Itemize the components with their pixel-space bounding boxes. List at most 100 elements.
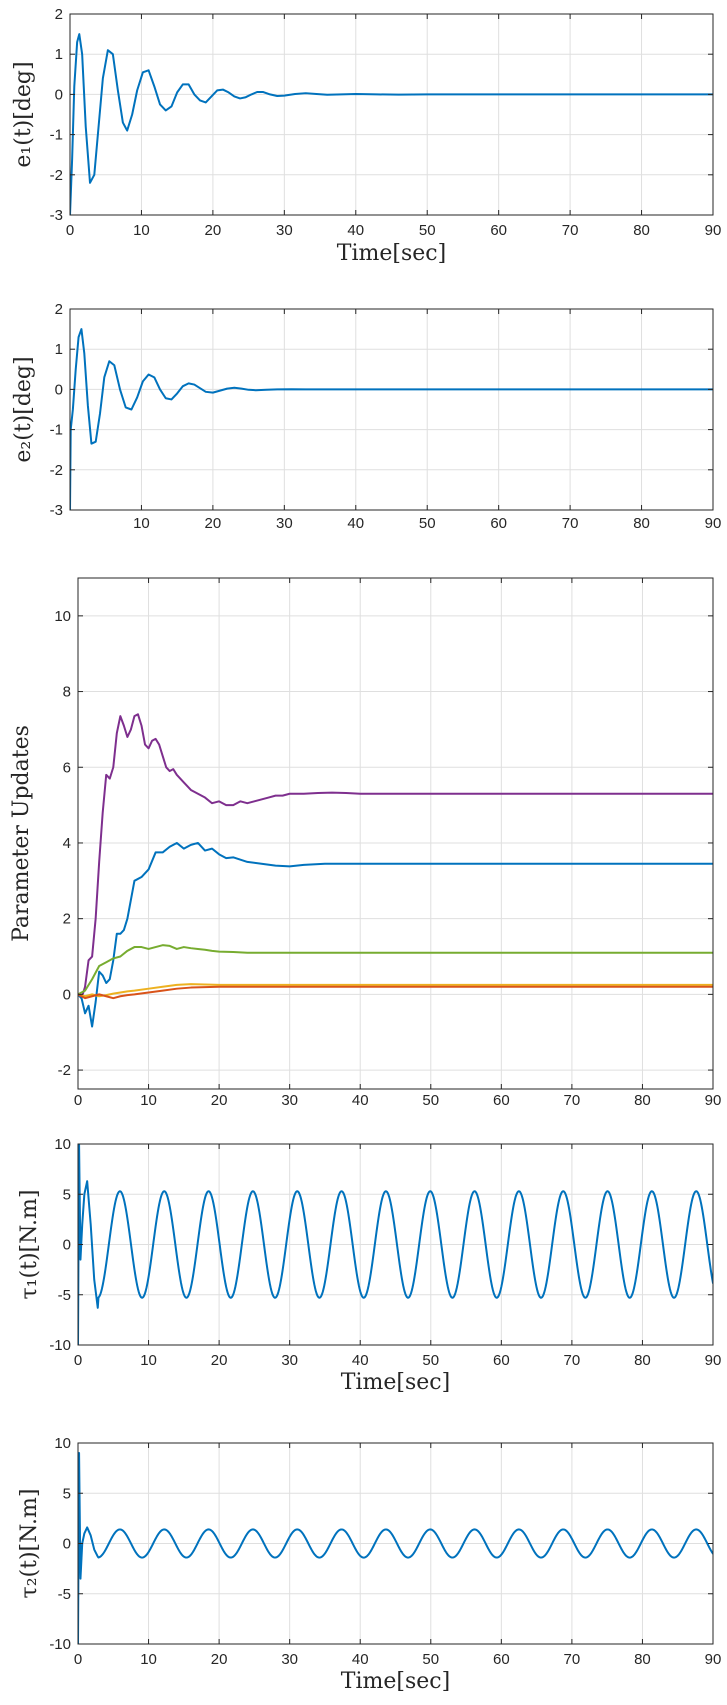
plot-frame — [69, 13, 714, 216]
x-tick-label: 70 — [564, 1651, 581, 1668]
y-tick-label: 5 — [63, 1186, 71, 1203]
subplot-e2: 10 20 30 40 50 60 70 80 90 -3 -2 -1 0 1 2 e₂(t)[deg] — [11, 301, 721, 532]
series-line-3 — [78, 944, 713, 996]
y-tick-label: 2 — [55, 301, 63, 318]
x-tick-label: 20 — [211, 1352, 228, 1369]
y-tick-label: -2 — [50, 462, 63, 479]
x-tick-label: 90 — [705, 515, 722, 532]
x-tick-label: 40 — [352, 1092, 369, 1109]
y-tick-label: 2 — [55, 6, 63, 23]
y-tick-label: 0 — [63, 1237, 71, 1254]
y-tick-label: 1 — [55, 341, 63, 358]
series-line-1 — [70, 328, 713, 510]
plot-frame — [77, 577, 714, 1090]
subplot-tau2: 0 10 20 30 40 50 60 70 80 90 -10 -5 0 5 10 Time[sec] τ₂(… — [17, 1435, 721, 1694]
x-tick-label: 40 — [352, 1651, 369, 1668]
y-tick-label: 8 — [63, 684, 71, 701]
x-tick-label: 90 — [705, 1352, 722, 1369]
x-tick-label: 60 — [493, 1092, 510, 1109]
x-tick-label: 60 — [493, 1352, 510, 1369]
y-tick-label: -3 — [50, 502, 63, 519]
x-tick-label: 20 — [211, 1651, 228, 1668]
y-tick-label: 10 — [54, 608, 71, 625]
y-axis-label: e₂(t)[deg] — [11, 356, 36, 462]
y-tick-label: 2 — [63, 911, 71, 928]
x-tick-label: 50 — [422, 1651, 439, 1668]
x-tick-label: 40 — [352, 1352, 369, 1369]
x-tick-label: 30 — [281, 1651, 298, 1668]
series-line-1 — [78, 1144, 713, 1345]
y-tick-label: -10 — [49, 1337, 71, 1354]
x-tick-label: 20 — [205, 515, 222, 532]
x-tick-label: 0 — [66, 222, 74, 239]
x-axis-label: Time[sec] — [341, 1669, 450, 1694]
series-line-2 — [78, 841, 713, 1028]
x-tick-label: 60 — [490, 222, 507, 239]
y-tick-label: 0 — [63, 1536, 71, 1553]
x-tick-label: 80 — [633, 222, 650, 239]
x-tick-label: 20 — [211, 1092, 228, 1109]
x-axis-label: Time[sec] — [341, 1370, 450, 1395]
subplot-tau1: 0 10 20 30 40 50 60 70 80 90 -10 -5 0 5 10 Time[sec] τ₁(… — [17, 1136, 721, 1395]
x-tick-label: 10 — [133, 222, 150, 239]
y-tick-label: -1 — [50, 422, 63, 439]
x-tick-label: 40 — [347, 222, 364, 239]
y-axis-label: τ₂(t)[N.m] — [17, 1489, 42, 1599]
x-tick-label: 30 — [281, 1092, 298, 1109]
series-line-1 — [78, 1452, 713, 1644]
plot-frame — [69, 308, 714, 511]
series-line-1 — [78, 713, 713, 1000]
y-tick-label: -5 — [58, 1586, 71, 1603]
x-tick-label: 60 — [493, 1651, 510, 1668]
y-tick-label: 1 — [55, 46, 63, 63]
y-tick-label: 5 — [63, 1485, 71, 1502]
y-tick-label: 0 — [55, 86, 63, 103]
y-tick-label: -2 — [58, 1062, 71, 1079]
y-tick-label: 0 — [63, 986, 71, 1003]
x-tick-label: 80 — [634, 1092, 651, 1109]
x-tick-label: 60 — [490, 515, 507, 532]
y-tick-label: -10 — [49, 1636, 71, 1653]
x-tick-label: 30 — [276, 222, 293, 239]
y-axis-label: τ₁(t)[N.m] — [17, 1190, 42, 1300]
y-tick-label: 10 — [54, 1136, 71, 1153]
x-tick-label: 0 — [74, 1651, 82, 1668]
x-tick-label: 90 — [705, 1651, 722, 1668]
x-tick-label: 70 — [562, 515, 579, 532]
x-tick-label: 80 — [634, 1352, 651, 1369]
y-tick-label: 6 — [63, 759, 71, 776]
x-tick-label: 90 — [705, 222, 722, 239]
x-tick-label: 50 — [422, 1092, 439, 1109]
x-tick-label: 10 — [133, 515, 150, 532]
series-line-5 — [78, 985, 713, 1000]
y-axis-label: Parameter Updates — [9, 725, 34, 942]
x-tick-label: 30 — [276, 515, 293, 532]
y-tick-label: 0 — [55, 381, 63, 398]
y-tick-label: -3 — [50, 207, 63, 224]
x-tick-label: 0 — [74, 1092, 82, 1109]
x-tick-label: 70 — [562, 222, 579, 239]
y-tick-label: -1 — [50, 127, 63, 144]
x-tick-label: 70 — [564, 1092, 581, 1109]
x-tick-label: 40 — [347, 515, 364, 532]
x-axis-label: Time[sec] — [337, 241, 446, 266]
x-tick-label: 20 — [205, 222, 222, 239]
x-tick-label: 70 — [564, 1352, 581, 1369]
x-tick-label: 10 — [140, 1352, 157, 1369]
x-tick-label: 90 — [705, 1092, 722, 1109]
x-tick-label: 10 — [140, 1651, 157, 1668]
x-tick-label: 80 — [634, 1651, 651, 1668]
x-tick-label: 50 — [419, 515, 436, 532]
subplot-e1: 0 10 20 30 40 50 60 70 80 90 -3 -2 -1 0 1 2 Time[sec] e₁(… — [11, 6, 721, 266]
x-tick-label: 80 — [633, 515, 650, 532]
x-tick-label: 0 — [74, 1352, 82, 1369]
x-tick-label: 50 — [422, 1352, 439, 1369]
x-tick-label: 50 — [419, 222, 436, 239]
y-tick-label: -2 — [50, 167, 63, 184]
series-line-1 — [70, 33, 713, 215]
y-tick-label: 10 — [54, 1435, 71, 1452]
y-tick-label: 4 — [63, 835, 71, 852]
x-tick-label: 10 — [140, 1092, 157, 1109]
